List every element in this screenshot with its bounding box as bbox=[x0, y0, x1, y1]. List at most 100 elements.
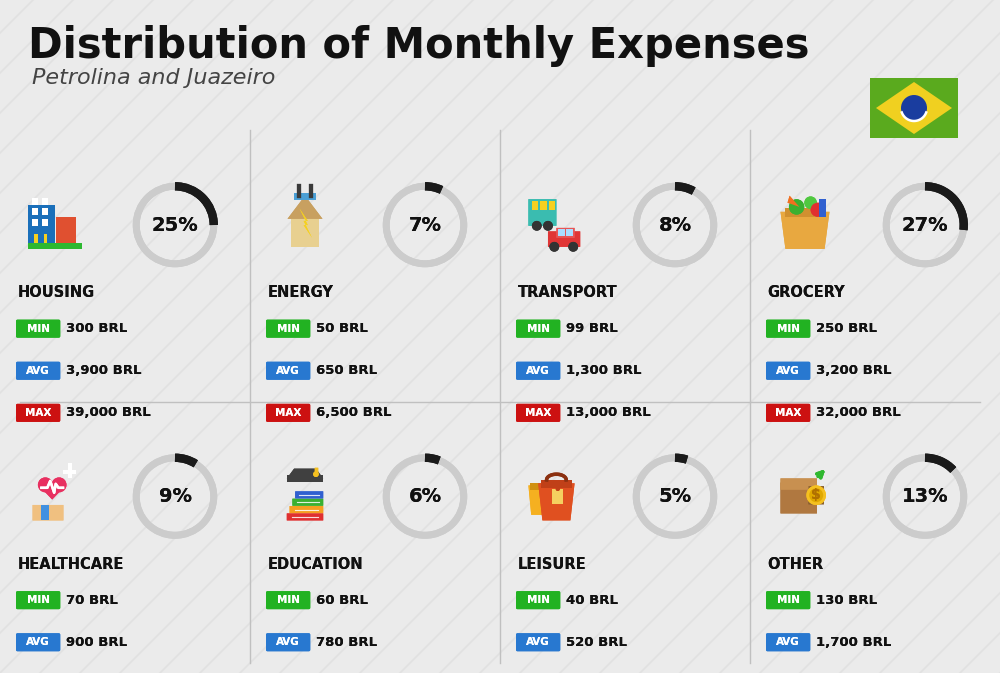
Bar bbox=[44, 234, 47, 244]
FancyBboxPatch shape bbox=[16, 404, 60, 422]
Bar bbox=[42, 209, 48, 215]
Text: 300 BRL: 300 BRL bbox=[66, 322, 127, 335]
FancyBboxPatch shape bbox=[516, 591, 560, 609]
Bar bbox=[42, 198, 48, 205]
Text: 13,000 BRL: 13,000 BRL bbox=[566, 406, 650, 419]
FancyBboxPatch shape bbox=[33, 505, 63, 520]
FancyBboxPatch shape bbox=[808, 486, 824, 504]
Text: ENERGY: ENERGY bbox=[268, 285, 333, 300]
FancyBboxPatch shape bbox=[33, 505, 63, 520]
Polygon shape bbox=[538, 483, 575, 520]
Bar bbox=[540, 201, 547, 210]
Text: 6%: 6% bbox=[408, 487, 442, 506]
Circle shape bbox=[804, 197, 817, 209]
Circle shape bbox=[809, 488, 823, 502]
Bar bbox=[549, 201, 555, 210]
Circle shape bbox=[52, 477, 67, 492]
Text: 32,000 BRL: 32,000 BRL bbox=[816, 406, 900, 419]
Text: MIN: MIN bbox=[27, 324, 50, 334]
Bar bbox=[63, 470, 76, 474]
FancyBboxPatch shape bbox=[766, 633, 810, 651]
Text: MIN: MIN bbox=[777, 595, 800, 605]
Circle shape bbox=[568, 242, 578, 252]
FancyBboxPatch shape bbox=[16, 362, 60, 380]
FancyBboxPatch shape bbox=[548, 232, 580, 247]
FancyBboxPatch shape bbox=[266, 320, 310, 338]
FancyBboxPatch shape bbox=[295, 491, 323, 499]
Text: 1,700 BRL: 1,700 BRL bbox=[816, 636, 891, 649]
Text: MIN: MIN bbox=[777, 595, 800, 605]
Text: 50 BRL: 50 BRL bbox=[316, 322, 368, 335]
Text: TRANSPORT: TRANSPORT bbox=[518, 285, 617, 300]
Text: AVG: AVG bbox=[26, 637, 50, 647]
Text: 520 BRL: 520 BRL bbox=[566, 636, 627, 649]
Text: 13,000 BRL: 13,000 BRL bbox=[566, 406, 650, 419]
Bar bbox=[530, 483, 554, 490]
Text: MIN: MIN bbox=[777, 324, 800, 334]
Text: 900 BRL: 900 BRL bbox=[66, 636, 127, 649]
Text: 5%: 5% bbox=[658, 487, 692, 506]
Text: 780 BRL: 780 BRL bbox=[316, 636, 377, 649]
Text: AVG: AVG bbox=[776, 637, 800, 647]
Text: GROCERY: GROCERY bbox=[768, 285, 845, 300]
FancyBboxPatch shape bbox=[292, 499, 323, 505]
Bar bbox=[42, 198, 48, 205]
Bar bbox=[56, 217, 76, 244]
Bar bbox=[34, 234, 38, 244]
Bar bbox=[44, 234, 47, 244]
Text: 1,700 BRL: 1,700 BRL bbox=[816, 636, 891, 649]
Polygon shape bbox=[780, 212, 830, 249]
Text: 25%: 25% bbox=[152, 215, 198, 234]
Text: LEISURE: LEISURE bbox=[518, 557, 586, 572]
FancyBboxPatch shape bbox=[766, 591, 810, 609]
FancyBboxPatch shape bbox=[766, 404, 810, 422]
Text: HOUSING: HOUSING bbox=[18, 285, 95, 300]
FancyBboxPatch shape bbox=[516, 404, 560, 422]
FancyBboxPatch shape bbox=[266, 362, 310, 380]
Text: MIN: MIN bbox=[277, 595, 300, 605]
Text: 60 BRL: 60 BRL bbox=[316, 594, 368, 606]
Text: MIN: MIN bbox=[527, 324, 550, 334]
FancyBboxPatch shape bbox=[766, 320, 810, 338]
Bar bbox=[32, 198, 38, 205]
Text: MIN: MIN bbox=[777, 324, 800, 334]
Polygon shape bbox=[287, 468, 323, 479]
FancyBboxPatch shape bbox=[16, 320, 60, 338]
FancyBboxPatch shape bbox=[548, 232, 580, 247]
FancyBboxPatch shape bbox=[808, 486, 824, 504]
Text: AVG: AVG bbox=[776, 637, 800, 647]
Bar bbox=[540, 201, 547, 210]
Bar bbox=[530, 483, 554, 490]
Bar bbox=[819, 199, 826, 217]
Text: AVG: AVG bbox=[526, 365, 550, 376]
Text: 650 BRL: 650 BRL bbox=[316, 364, 377, 378]
Circle shape bbox=[549, 242, 559, 252]
Text: MIN: MIN bbox=[527, 595, 550, 605]
Polygon shape bbox=[288, 196, 322, 219]
FancyBboxPatch shape bbox=[766, 404, 810, 422]
Bar bbox=[785, 209, 825, 217]
Text: 25%: 25% bbox=[152, 215, 198, 234]
Bar bbox=[56, 217, 76, 244]
Bar bbox=[785, 209, 825, 217]
Text: 900 BRL: 900 BRL bbox=[66, 636, 127, 649]
Bar bbox=[532, 201, 538, 210]
Bar bbox=[42, 219, 48, 226]
Text: 3,900 BRL: 3,900 BRL bbox=[66, 364, 141, 378]
Text: 520 BRL: 520 BRL bbox=[566, 636, 627, 649]
Text: 6%: 6% bbox=[408, 487, 442, 506]
Bar bbox=[41, 505, 49, 520]
Polygon shape bbox=[287, 468, 323, 479]
FancyBboxPatch shape bbox=[766, 362, 810, 380]
Text: AVG: AVG bbox=[276, 365, 300, 376]
Text: AVG: AVG bbox=[26, 637, 50, 647]
Text: AVG: AVG bbox=[26, 365, 50, 376]
Polygon shape bbox=[780, 212, 830, 249]
FancyBboxPatch shape bbox=[16, 633, 60, 651]
Text: 8%: 8% bbox=[658, 215, 692, 234]
FancyBboxPatch shape bbox=[556, 228, 575, 238]
FancyBboxPatch shape bbox=[766, 591, 810, 609]
FancyBboxPatch shape bbox=[266, 404, 310, 422]
FancyBboxPatch shape bbox=[780, 479, 817, 490]
Text: AVG: AVG bbox=[526, 637, 550, 647]
